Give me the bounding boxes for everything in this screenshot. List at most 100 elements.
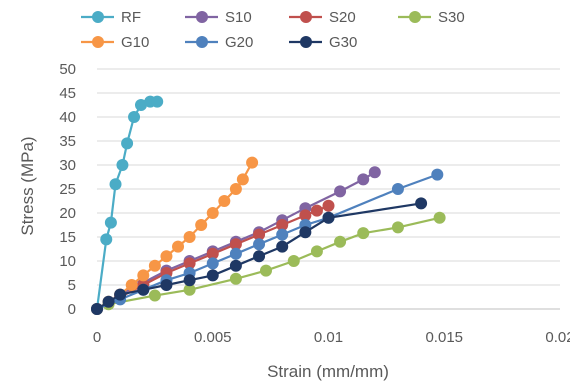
data-point-s20 — [310, 204, 323, 217]
data-point-g10 — [246, 156, 259, 169]
legend: RF S10 S20 S30 G10 G20 G30 — [81, 9, 465, 51]
data-point-g20 — [431, 168, 444, 181]
legend-label-s20: S20 — [329, 9, 356, 26]
x-axis-ticks: 0 0.005 0.01 0.015 0.02 — [93, 329, 570, 346]
data-point-g30 — [102, 295, 115, 308]
x-tick-label: 0.02 — [545, 329, 570, 346]
data-point-rf — [116, 159, 129, 171]
data-point-rf — [121, 137, 134, 150]
legend-item-s20: S20 — [289, 9, 356, 26]
data-point-g20 — [206, 257, 219, 270]
data-point-g20 — [276, 228, 289, 241]
y-tick-label: 20 — [59, 205, 76, 222]
data-point-g10 — [218, 195, 231, 207]
data-point-g10 — [206, 207, 219, 219]
data-point-s30 — [229, 272, 242, 285]
y-tick-label: 25 — [59, 181, 76, 198]
data-point-rf — [134, 99, 147, 111]
y-tick-label: 10 — [59, 253, 76, 270]
data-point-g20 — [229, 247, 242, 260]
data-point-s20 — [206, 247, 219, 260]
data-point-s20 — [299, 209, 312, 222]
legend-marker-s10 — [196, 11, 208, 23]
y-tick-label: 30 — [59, 157, 76, 174]
data-point-rf — [109, 178, 122, 191]
legend-label-s10: S10 — [225, 9, 252, 26]
data-point-g10 — [148, 259, 161, 272]
legend-label-g20: G20 — [225, 34, 253, 51]
legend-label-g30: G30 — [329, 34, 357, 51]
x-tick-label: 0 — [93, 329, 101, 346]
data-point-g10 — [125, 279, 138, 291]
legend-marker-g30 — [300, 36, 312, 48]
series-s30 — [91, 211, 446, 315]
y-tick-label: 40 — [59, 109, 76, 126]
data-point-s20 — [276, 219, 289, 231]
y-axis-ticks: 0 5 10 15 20 25 30 35 40 45 50 — [59, 61, 76, 318]
x-tick-label: 0.015 — [425, 329, 463, 346]
data-point-s10 — [334, 185, 347, 198]
data-point-g10 — [195, 219, 208, 231]
y-tick-label: 15 — [59, 229, 76, 246]
x-axis-title: Strain (mm/mm) — [267, 362, 389, 381]
data-point-s20 — [183, 257, 196, 270]
data-point-rf — [104, 216, 117, 229]
legend-marker-rf — [92, 11, 104, 23]
legend-item-s30: S30 — [398, 9, 465, 26]
data-point-s30 — [334, 235, 347, 248]
gridlines — [97, 68, 560, 310]
legend-item-g30: G30 — [289, 34, 357, 51]
data-point-g30 — [137, 283, 150, 296]
data-point-g10 — [183, 231, 196, 243]
data-point-s30 — [391, 221, 404, 234]
data-point-s30 — [259, 264, 272, 277]
y-axis-title: Stress (MPa) — [18, 136, 37, 235]
y-tick-label: 5 — [68, 277, 76, 294]
data-point-g30 — [299, 226, 312, 239]
legend-marker-g20 — [196, 36, 208, 48]
legend-marker-s30 — [409, 11, 421, 23]
data-point-g30 — [183, 274, 196, 287]
data-point-s20 — [253, 228, 266, 241]
data-point-g10 — [160, 250, 173, 263]
data-point-rf — [100, 233, 113, 246]
data-point-s30 — [287, 255, 300, 267]
data-point-g30 — [91, 303, 103, 315]
legend-item-s10: S10 — [185, 9, 252, 26]
legend-marker-s20 — [300, 11, 312, 23]
legend-item-g20: G20 — [185, 34, 253, 51]
data-point-g10 — [137, 269, 150, 282]
data-point-g20 — [391, 183, 404, 195]
data-point-s30 — [148, 289, 161, 302]
data-point-g30 — [322, 211, 335, 224]
data-point-s30 — [310, 245, 323, 258]
data-point-g30 — [206, 269, 219, 282]
data-point-s30 — [183, 283, 196, 296]
legend-label-g10: G10 — [121, 34, 149, 51]
data-point-rf — [151, 95, 164, 108]
data-point-g30 — [276, 240, 289, 253]
legend-item-rf: RF — [81, 9, 141, 26]
data-point-s10 — [357, 173, 370, 186]
data-point-g30 — [415, 197, 428, 210]
data-point-rf — [128, 111, 141, 123]
y-tick-label: 50 — [59, 61, 76, 78]
series-rf — [91, 95, 164, 315]
legend-label-s30: S30 — [438, 9, 465, 26]
x-tick-label: 0.01 — [314, 329, 343, 346]
data-point-g10 — [236, 173, 249, 186]
data-point-g30 — [253, 250, 266, 263]
data-point-s30 — [433, 211, 446, 224]
data-point-g30 — [229, 259, 242, 272]
y-tick-label: 45 — [59, 85, 76, 102]
data-point-s30 — [357, 227, 370, 240]
data-point-g30 — [160, 279, 173, 291]
legend-label-rf: RF — [121, 9, 141, 26]
data-point-g10 — [229, 183, 242, 195]
x-tick-label: 0.005 — [194, 329, 232, 346]
data-point-s20 — [229, 238, 242, 251]
plot-area — [91, 95, 446, 315]
legend-marker-g10 — [92, 36, 104, 48]
y-tick-label: 35 — [59, 133, 76, 150]
